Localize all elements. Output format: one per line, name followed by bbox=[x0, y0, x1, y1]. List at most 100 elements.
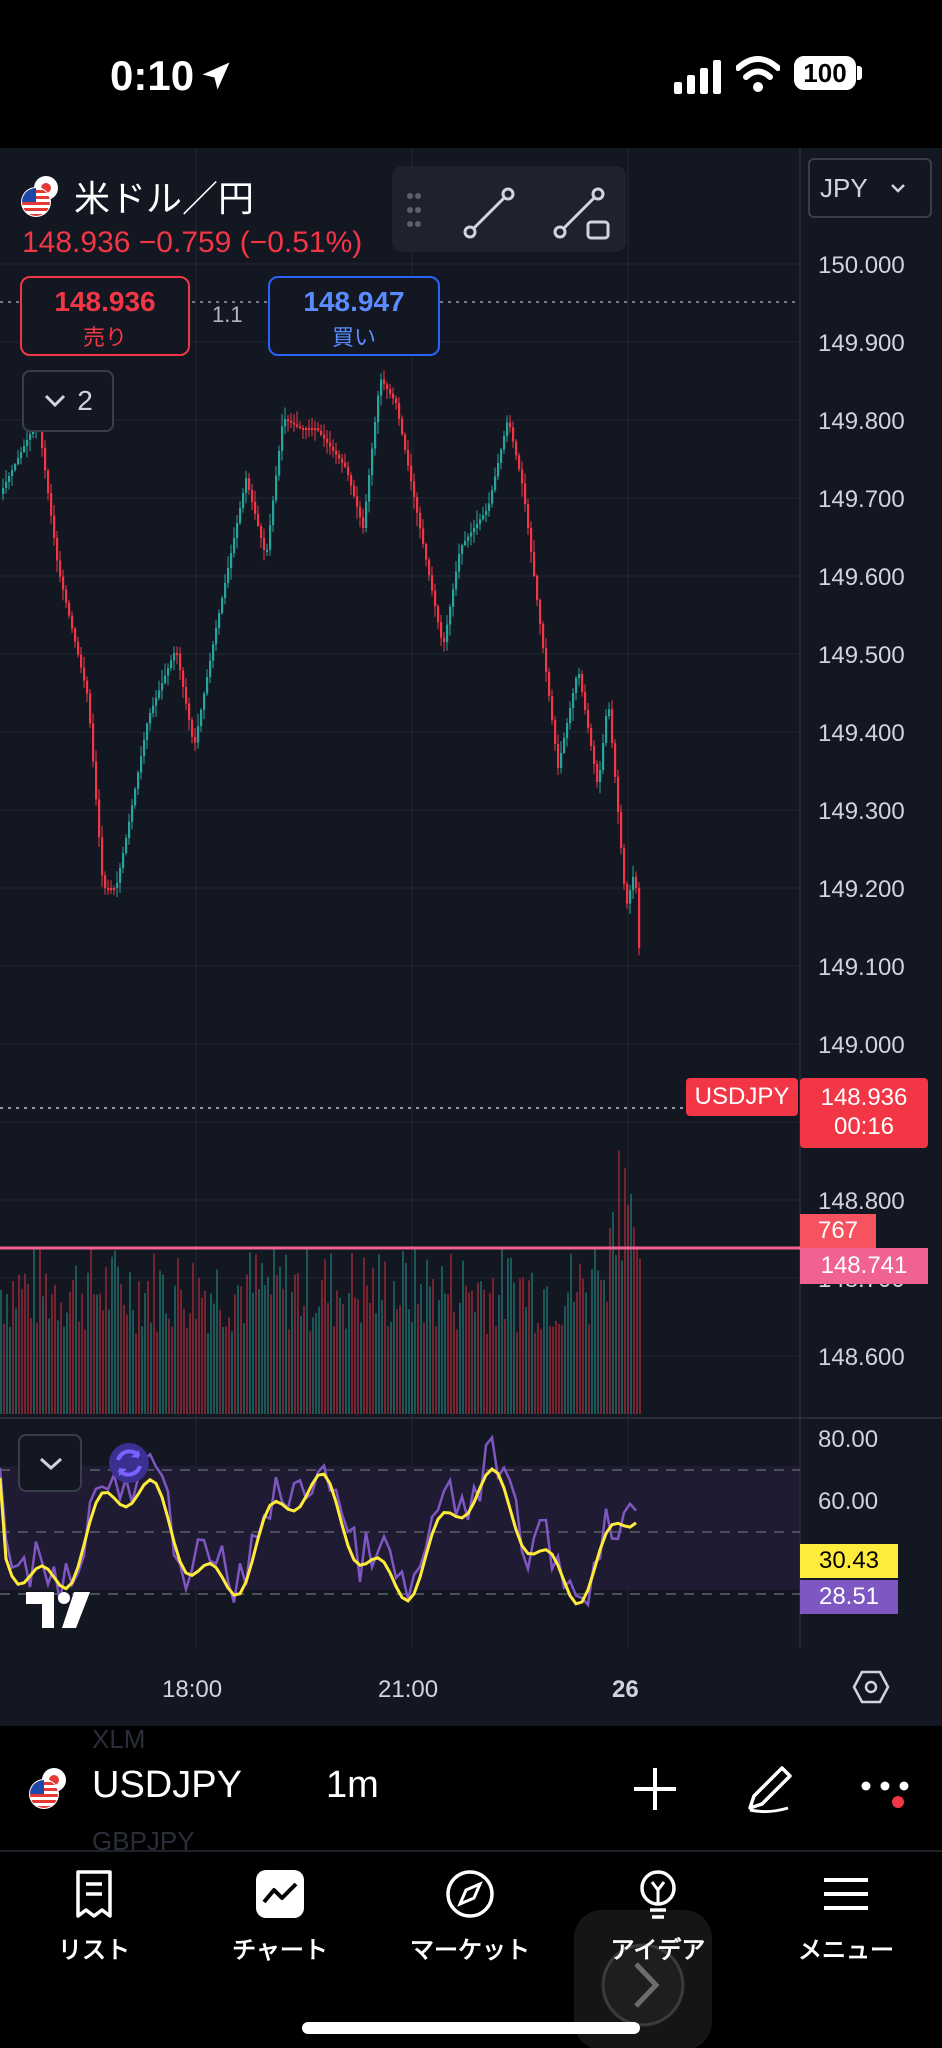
candle-body bbox=[122, 853, 125, 868]
more-options-icon[interactable] bbox=[858, 1762, 912, 1816]
sell-button[interactable]: 148.936 売り bbox=[20, 276, 190, 356]
volume-bar bbox=[423, 1322, 425, 1414]
volume-bar bbox=[192, 1262, 194, 1414]
candle-body bbox=[83, 667, 86, 681]
battery-indicator: 100 bbox=[794, 56, 856, 90]
drag-handle-icon[interactable] bbox=[406, 190, 422, 230]
volume-bar bbox=[174, 1285, 176, 1414]
tab-ideas[interactable]: アイデア bbox=[578, 1866, 738, 1965]
volume-bar bbox=[180, 1289, 182, 1414]
candle-body bbox=[413, 481, 416, 498]
list-icon bbox=[76, 1870, 112, 1918]
candle-body bbox=[398, 403, 401, 419]
candle-body bbox=[227, 568, 230, 583]
candle-body bbox=[476, 523, 479, 528]
volume-bar bbox=[498, 1295, 500, 1414]
candle-body bbox=[485, 510, 488, 516]
volume-bar bbox=[177, 1258, 179, 1414]
candle-body bbox=[509, 422, 512, 428]
volume-bar bbox=[549, 1325, 551, 1414]
tab-list[interactable]: リスト bbox=[14, 1866, 174, 1965]
candle-body bbox=[209, 660, 212, 678]
candle-body bbox=[5, 482, 8, 488]
symbol-search-button[interactable]: USDJPY bbox=[92, 1764, 242, 1806]
volume-bar bbox=[57, 1320, 59, 1414]
candle-body bbox=[431, 575, 434, 591]
candle-body bbox=[41, 425, 44, 448]
volume-bar bbox=[345, 1328, 347, 1414]
tab-chart[interactable]: チャート bbox=[200, 1866, 360, 1965]
sell-price: 148.936 bbox=[54, 286, 156, 317]
status-bar: 0:10 100 bbox=[0, 0, 942, 148]
chart-canvas[interactable] bbox=[0, 148, 942, 1726]
tab-menu[interactable]: メニュー bbox=[766, 1866, 926, 1965]
compass-icon bbox=[446, 1870, 494, 1918]
volume-bar bbox=[84, 1329, 86, 1414]
price-axis-label: 149.300 bbox=[818, 798, 905, 825]
last-price-tag: 148.936 00:16 bbox=[800, 1078, 928, 1148]
volume-bar bbox=[453, 1311, 455, 1414]
candle-body bbox=[107, 888, 110, 890]
candle-body bbox=[242, 493, 245, 508]
volume-bar bbox=[393, 1281, 395, 1414]
candle-body bbox=[236, 523, 239, 538]
volume-bar bbox=[582, 1278, 584, 1414]
volume-bar bbox=[387, 1326, 389, 1414]
tab-label: リスト bbox=[58, 1937, 130, 1964]
candle-body bbox=[533, 552, 536, 576]
candle-body bbox=[302, 428, 305, 430]
candle-body bbox=[215, 628, 218, 645]
candle-body bbox=[155, 698, 158, 706]
candle-body bbox=[581, 674, 584, 692]
volume-bar bbox=[495, 1326, 497, 1414]
candle-body bbox=[14, 464, 17, 470]
chart-area[interactable]: 米ドル／円 148.936 −0.759 (−0.51%) JPY 148.93… bbox=[0, 148, 942, 1726]
candle-body bbox=[386, 384, 389, 389]
volume-bar bbox=[492, 1278, 494, 1414]
candle-body bbox=[446, 624, 449, 643]
candle-body bbox=[392, 393, 395, 399]
candle-body bbox=[158, 690, 161, 698]
ray-tool-icon[interactable] bbox=[552, 186, 612, 242]
candle-body bbox=[560, 753, 563, 768]
volume-bar bbox=[573, 1301, 575, 1414]
candle-body bbox=[524, 483, 527, 504]
trend-line-icon[interactable] bbox=[462, 186, 516, 240]
candle-body bbox=[596, 764, 599, 782]
price-axis-label: 149.800 bbox=[818, 408, 905, 435]
candle-body bbox=[530, 528, 533, 552]
oscillator-collapse-button[interactable] bbox=[18, 1434, 82, 1492]
candle-body bbox=[326, 438, 329, 443]
volume-bar bbox=[231, 1331, 233, 1414]
candle-body bbox=[260, 526, 263, 538]
candle-body bbox=[305, 428, 308, 430]
volume-bar bbox=[270, 1294, 272, 1414]
volume-bar bbox=[528, 1280, 530, 1414]
volume-bar bbox=[0, 1289, 2, 1414]
symbol-title[interactable]: 米ドル／円 bbox=[20, 170, 254, 222]
interval-button[interactable]: 1m bbox=[326, 1764, 379, 1806]
indicator-collapse-button[interactable]: 2 bbox=[22, 370, 114, 432]
sell-label: 売り bbox=[82, 325, 127, 350]
candle-body bbox=[518, 455, 521, 470]
volume-bar bbox=[558, 1323, 560, 1414]
currency-select[interactable]: JPY bbox=[808, 158, 932, 218]
buy-button[interactable]: 148.947 買い bbox=[268, 276, 440, 356]
candle-body bbox=[617, 776, 620, 812]
drawing-toolbar bbox=[392, 166, 626, 252]
candle-body bbox=[371, 448, 374, 476]
candle-body bbox=[575, 678, 578, 693]
oscillator-slow-line bbox=[0, 1467, 637, 1606]
refresh-icon[interactable] bbox=[106, 1440, 152, 1486]
volume-bar bbox=[513, 1282, 515, 1414]
pen-icon[interactable] bbox=[742, 1762, 796, 1816]
volume-bar bbox=[129, 1272, 131, 1414]
volume-bar bbox=[489, 1292, 491, 1414]
add-icon[interactable] bbox=[628, 1762, 682, 1816]
volume-bar bbox=[249, 1252, 251, 1414]
volume-bar bbox=[477, 1282, 479, 1414]
candle-body bbox=[143, 739, 146, 757]
settings-icon[interactable] bbox=[852, 1668, 890, 1706]
tab-market[interactable]: マーケット bbox=[390, 1866, 550, 1965]
volume-bar bbox=[546, 1286, 548, 1414]
